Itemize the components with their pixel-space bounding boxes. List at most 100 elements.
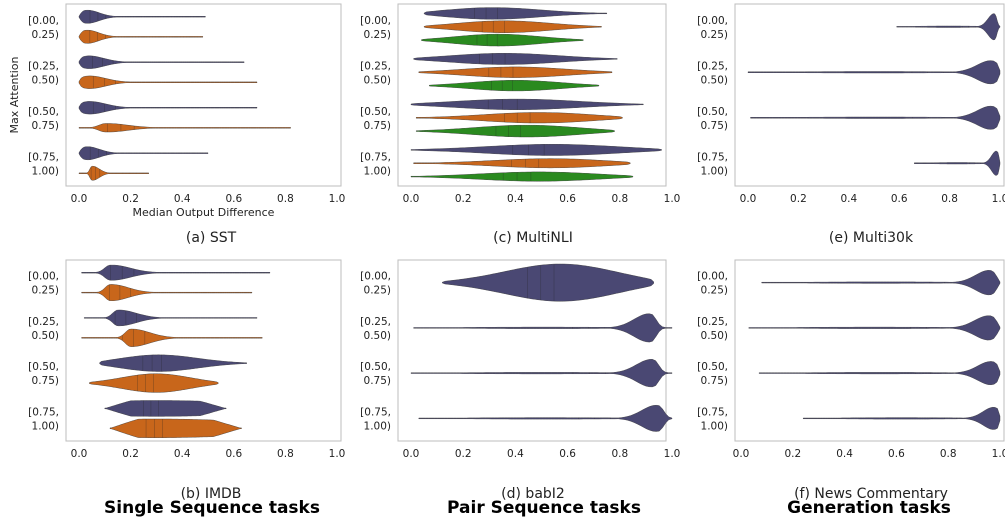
- violin: [421, 33, 584, 47]
- x-tick-label: 0.2: [455, 193, 472, 205]
- x-tick-label: 0.6: [888, 448, 905, 460]
- panel-frame: [65, 3, 342, 187]
- group-label: Pair Sequence tasks: [447, 498, 641, 518]
- x-tick-label: 0.8: [611, 448, 628, 460]
- violin: [416, 125, 615, 138]
- category-label: 1.00): [32, 165, 59, 177]
- x-tick-label: 0.6: [225, 193, 242, 205]
- violin: [78, 10, 206, 24]
- category-label: [0.50,: [28, 106, 59, 118]
- panel-frame: [397, 259, 667, 442]
- panel-caption: (c) MultiNLI: [493, 230, 573, 246]
- panel-caption: (a) SST: [186, 230, 237, 246]
- category-label: 1.00): [364, 420, 391, 432]
- x-tick-label: 1.0: [992, 448, 1005, 460]
- x-tick-label: 0.4: [174, 448, 191, 460]
- category-label: [0.25,: [697, 316, 728, 328]
- x-tick-label: 1.0: [664, 193, 681, 205]
- panel-frame: [65, 259, 342, 442]
- violin: [418, 66, 613, 78]
- x-tick-label: 0.0: [71, 448, 88, 460]
- x-tick-label: 0.6: [559, 448, 576, 460]
- violin: [750, 105, 1001, 130]
- x-tick-label: 0.2: [455, 448, 472, 460]
- category-label: 0.50): [364, 74, 391, 86]
- x-tick-label: 1.0: [329, 193, 346, 205]
- x-tick-label: 0.4: [507, 193, 524, 205]
- violin: [81, 284, 253, 301]
- violin: [748, 315, 1001, 341]
- violin: [429, 80, 600, 92]
- category-label: [0.25,: [360, 60, 391, 72]
- violin: [423, 7, 607, 20]
- violin: [410, 98, 644, 110]
- category-label: 0.75): [701, 120, 728, 132]
- x-tick-label: 0.4: [174, 193, 191, 205]
- violin: [758, 361, 1001, 386]
- category-label: 0.25): [32, 29, 59, 41]
- category-label: 0.75): [364, 375, 391, 387]
- violin: [81, 264, 271, 281]
- violin: [747, 60, 1001, 85]
- violin: [418, 404, 673, 432]
- panel-frame: [397, 3, 667, 187]
- panel-sst: 0.0 0.2 0.4 0.6 0.8 1.0 [0.00, 0.25) [0.25, 0.50)…: [8, 3, 346, 246]
- panel-newscommentary: 0.0 0.2 0.4 0.6 0.8 1.0 [0.00, 0.25) [0.25, 0.50)…: [697, 259, 1005, 502]
- category-label: 0.50): [701, 330, 728, 342]
- category-label: [0.75,: [28, 406, 59, 418]
- x-tick-label: 0.8: [940, 448, 957, 460]
- x-tick-label: 0.0: [403, 448, 420, 460]
- group-label: Generation tasks: [787, 498, 951, 518]
- x-tick-label: 1.0: [992, 193, 1005, 205]
- category-label: 0.25): [32, 285, 59, 297]
- panel-caption: (b) IMDB: [181, 486, 242, 502]
- category-label: [0.50,: [697, 361, 728, 373]
- panel-imdb: 0.0 0.2 0.4 0.6 0.8 1.0 [0.00, 0.25) [0.25, 0.50)…: [28, 259, 345, 502]
- category-label: 0.25): [364, 285, 391, 297]
- panel-frame: [734, 3, 1005, 187]
- category-label: 0.75): [701, 375, 728, 387]
- violin: [78, 146, 209, 160]
- category-label: [0.50,: [360, 106, 391, 118]
- category-label: [0.00,: [697, 15, 728, 27]
- violin: [78, 101, 258, 115]
- category-label: 0.50): [32, 74, 59, 86]
- panel-multi30k: 0.0 0.2 0.4 0.6 0.8 1.0 [0.00, 0.25) [0.25, 0.50)…: [697, 3, 1005, 246]
- violin: [914, 150, 1001, 176]
- violin: [761, 270, 1001, 296]
- category-label: [0.25,: [697, 60, 728, 72]
- x-tick-label: 0.8: [277, 448, 294, 460]
- violin: [104, 400, 227, 417]
- violin: [81, 328, 263, 347]
- category-label: 0.50): [701, 74, 728, 86]
- violin: [78, 55, 245, 69]
- x-tick-label: 0.0: [740, 193, 757, 205]
- x-axis-label: Median Output Difference: [133, 206, 275, 219]
- category-label: [0.50,: [697, 106, 728, 118]
- violin: [413, 158, 631, 169]
- violin: [413, 53, 618, 65]
- x-tick-label: 0.0: [403, 193, 420, 205]
- category-label: [0.75,: [697, 406, 728, 418]
- group-label: Single Sequence tasks: [104, 498, 320, 518]
- panel-multinli: 0.0 0.2 0.4 0.6 0.8 1.0 [0.00, 0.25) [0.25, 0.50)…: [360, 3, 681, 246]
- x-tick-label: 0.6: [225, 448, 242, 460]
- x-tick-label: 0.2: [122, 448, 139, 460]
- category-label: 0.25): [701, 285, 728, 297]
- category-label: [0.00,: [28, 271, 59, 283]
- panel-caption: (d) babI2: [501, 486, 565, 502]
- x-tick-label: 0.6: [891, 193, 908, 205]
- panel-caption: (f) News Commentary: [794, 486, 948, 502]
- x-tick-label: 0.2: [784, 448, 801, 460]
- y-axis-label: Max Attention: [8, 56, 21, 133]
- x-tick-label: 1.0: [664, 448, 681, 460]
- violin: [109, 418, 242, 438]
- category-label: 1.00): [701, 420, 728, 432]
- violin: [442, 263, 654, 302]
- violin: [78, 75, 258, 89]
- category-label: [0.75,: [360, 151, 391, 163]
- violin: [803, 406, 1001, 430]
- category-label: [0.00,: [360, 15, 391, 27]
- violin: [78, 166, 149, 181]
